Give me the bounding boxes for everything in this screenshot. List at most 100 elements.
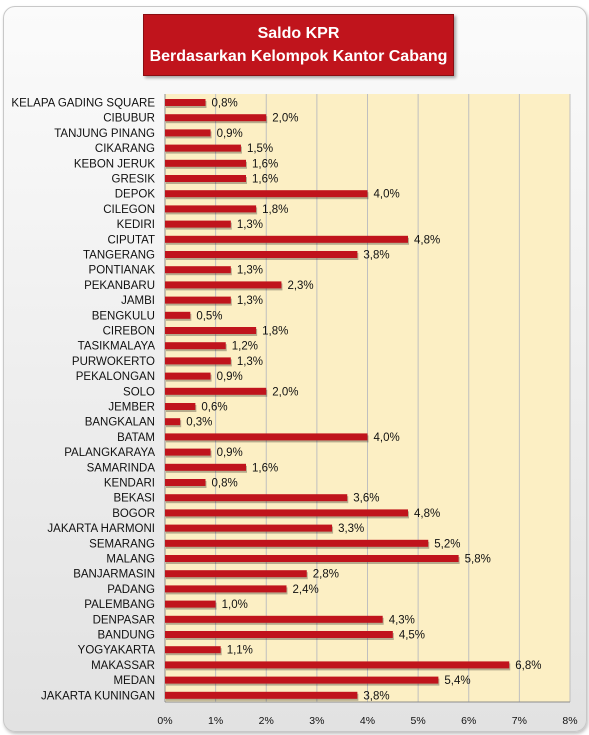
data-label: 0,8%	[212, 478, 238, 490]
category-label: JAMBI	[121, 295, 155, 307]
bar	[165, 311, 191, 319]
data-label: 3,8%	[363, 250, 389, 262]
category-label: BANDUNG	[97, 630, 155, 642]
data-label: 1,1%	[227, 645, 253, 657]
bar	[165, 114, 267, 122]
category-label: CIBUBUR	[103, 113, 155, 125]
data-label: 3,6%	[353, 493, 379, 505]
bar	[165, 463, 246, 471]
bar	[165, 403, 196, 410]
data-label: 4,0%	[374, 432, 400, 444]
category-label: PEKALONGAN	[76, 371, 155, 383]
category-label: BOGOR	[112, 508, 155, 520]
category-label: MALANG	[106, 554, 155, 566]
data-label: 0,9%	[217, 371, 243, 383]
category-label: JEMBER	[108, 402, 155, 414]
bar	[165, 327, 257, 334]
category-label: JAKARTA KUNINGAN	[41, 690, 155, 702]
data-label: 3,3%	[338, 523, 364, 535]
bar	[165, 159, 246, 167]
bar	[165, 433, 368, 441]
bar	[165, 646, 221, 654]
data-label: 5,2%	[434, 538, 460, 550]
data-label: 2,4%	[293, 584, 319, 596]
category-label: JAKARTA HARMONI	[47, 523, 155, 535]
category-label: KENDARI	[104, 478, 155, 490]
category-label: PALEMBANG	[84, 599, 155, 611]
data-label: 4,0%	[374, 189, 400, 201]
data-label: 2,0%	[272, 113, 298, 125]
data-label: 4,3%	[389, 614, 415, 626]
bar	[165, 235, 408, 243]
bar	[165, 494, 348, 502]
x-tick-label: 6%	[461, 715, 476, 727]
bar	[165, 99, 206, 106]
bar	[165, 691, 358, 699]
x-tick-label: 5%	[411, 715, 426, 727]
category-label: TANGERANG	[83, 250, 155, 262]
bar	[165, 676, 439, 684]
bar	[165, 585, 287, 593]
category-label: TANJUNG PINANG	[54, 128, 155, 140]
bar	[165, 631, 393, 638]
x-tick-label: 0%	[157, 715, 172, 727]
bar	[165, 220, 231, 228]
data-label: 5,8%	[465, 554, 491, 566]
x-tick-label: 1%	[208, 715, 223, 727]
bar	[165, 342, 226, 350]
bar	[165, 570, 307, 578]
data-label: 4,8%	[414, 234, 440, 246]
data-label: 2,8%	[313, 569, 339, 581]
data-label: 1,8%	[262, 204, 288, 216]
bar	[165, 357, 231, 365]
bar	[165, 296, 231, 304]
x-tick-label: 7%	[512, 715, 527, 727]
category-label: MAKASSAR	[91, 660, 155, 672]
bar	[165, 205, 257, 213]
chart-title: Saldo KPR	[257, 25, 340, 42]
category-label: BEKASI	[113, 493, 155, 505]
chart-title-box: Saldo KPR Berdasarkan Kelompok Kantor Ca…	[143, 14, 454, 76]
category-label: TASIKMALAYA	[78, 341, 156, 353]
data-label: 0,8%	[212, 98, 238, 110]
data-label: 1,0%	[222, 599, 248, 611]
data-label: 0,3%	[186, 417, 212, 429]
chart-subtitle: Berdasarkan Kelompok Kantor Cabang	[149, 48, 448, 65]
bar	[165, 448, 211, 456]
data-label: 5,4%	[444, 675, 470, 687]
category-label: PONTIANAK	[89, 265, 156, 277]
category-label: PALANGKARAYA	[64, 447, 155, 459]
data-label: 1,6%	[252, 462, 278, 474]
bar	[165, 600, 216, 608]
data-label: 0,9%	[217, 128, 243, 140]
category-label: BENGKULU	[92, 310, 155, 322]
category-label: CIREBON	[103, 326, 155, 338]
data-label: 4,8%	[414, 508, 440, 520]
bar	[165, 372, 211, 380]
bar	[165, 387, 267, 395]
bar	[165, 251, 358, 258]
bar	[165, 175, 246, 182]
category-label: BANJARMASIN	[73, 569, 155, 581]
category-label: PADANG	[107, 584, 155, 596]
bar	[165, 524, 333, 532]
data-label: 2,0%	[272, 386, 298, 398]
category-label: BATAM	[117, 432, 155, 444]
bar	[165, 266, 231, 274]
data-label: 6,8%	[515, 660, 541, 672]
bar	[165, 418, 181, 426]
category-label: CIKARANG	[95, 143, 155, 155]
category-label: DENPASAR	[93, 614, 155, 626]
category-label: KELAPA GADING SQUARE	[11, 98, 155, 110]
bar	[165, 190, 368, 198]
data-label: 4,5%	[399, 630, 425, 642]
category-label: CILEGON	[103, 204, 155, 216]
bar	[165, 509, 408, 517]
x-tick-label: 2%	[259, 715, 274, 727]
x-tick-label: 4%	[360, 715, 375, 727]
category-label: SAMARINDA	[87, 462, 156, 474]
bar	[165, 129, 211, 137]
x-tick-label: 8%	[562, 715, 577, 727]
bar	[165, 281, 282, 289]
